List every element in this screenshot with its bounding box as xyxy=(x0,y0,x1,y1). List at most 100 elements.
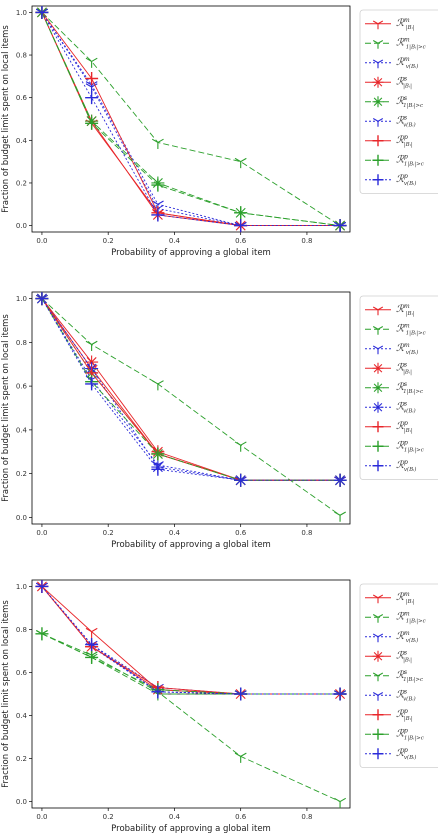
x-tick-label-1-4: 0.8 xyxy=(301,237,312,245)
legend-label-3-1: ℛm 1|Bᵢ|>c xyxy=(396,610,426,624)
legend-label-1-4: ℛs 1|Bᵢ|>c xyxy=(396,95,423,109)
y-tick-label-3-3: 0.6 xyxy=(16,669,28,677)
legend-marker-3-5 xyxy=(372,692,384,701)
series-line-2-1 xyxy=(41,298,341,516)
legend-label-3-5: ℛs v(Bᵢ) xyxy=(396,688,416,702)
plot-frame-2 xyxy=(31,291,351,525)
legend-label-1-3: ℛs |Bᵢ| xyxy=(396,75,412,89)
y-tick-label-2-5: 1.0 xyxy=(16,295,27,303)
x-tick-label-2-1: 0.2 xyxy=(103,529,114,537)
legend-label-2-3: ℛs |Bᵢ| xyxy=(396,361,412,375)
data-point-3-7-0 xyxy=(35,627,49,641)
data-point-3-8-1 xyxy=(85,638,99,652)
series-line-2-7 xyxy=(41,298,341,481)
y-tick-label-2-3: 0.6 xyxy=(16,383,28,391)
legend-marker-1-3 xyxy=(372,76,384,88)
x-tick-label-3-3: 0.6 xyxy=(235,813,247,821)
y-tick-label-2-2: 0.4 xyxy=(16,426,28,434)
series-line-1-8 xyxy=(41,12,341,227)
legend-label-2-1: ℛm 1|Bᵢ|>c xyxy=(396,322,426,336)
legend-marker-3-2 xyxy=(372,633,384,643)
y-tick-label-1-2: 0.4 xyxy=(16,137,28,145)
data-point-2-8-1 xyxy=(85,377,99,391)
legend-marker-2-6 xyxy=(372,421,384,433)
data-point-1-6-1 xyxy=(85,71,99,85)
legend-marker-3-8 xyxy=(372,748,384,760)
legend-label-3-0: ℛm |Bᵢ| xyxy=(396,591,415,605)
data-point-3-7-1 xyxy=(85,650,99,664)
series-line-1-2 xyxy=(41,12,341,227)
legend-marker-3-7 xyxy=(372,728,384,740)
data-point-3-8-4 xyxy=(333,687,347,701)
legend-box-1 xyxy=(359,9,438,194)
y-tick-label-3-2: 0.4 xyxy=(16,712,28,720)
data-point-2-8-3 xyxy=(234,473,248,487)
data-point-1-1-3 xyxy=(234,157,247,169)
x-axis-label-1: Probability of approving a global item xyxy=(111,248,271,258)
y-axis-label-1: Fraction of budget limit spent on local … xyxy=(1,25,11,213)
legend-marker-2-3 xyxy=(372,362,384,374)
legend-label-1-7: ℛp 1|Bᵢ|>c xyxy=(396,153,424,167)
x-axis-label-2: Probability of approving a global item xyxy=(111,540,271,550)
data-point-3-0-1 xyxy=(85,627,98,639)
data-point-1-1-2 xyxy=(151,138,164,149)
series-line-2-0 xyxy=(41,298,341,481)
data-point-1-7-3 xyxy=(234,206,248,220)
legend-label-3-3: ℛs |Bᵢ| xyxy=(396,649,412,663)
legend-label-3-4: ℛs 1|Bᵢ|>c xyxy=(396,669,423,683)
series-line-3-1 xyxy=(41,633,341,802)
data-point-2-7-2 xyxy=(151,447,165,461)
legend-label-3-6: ℛp |Bᵢ| xyxy=(396,708,413,722)
x-tick-label-1-0: 0.0 xyxy=(36,237,47,245)
data-point-1-8-4 xyxy=(333,219,347,233)
series-line-1-4 xyxy=(41,12,341,227)
chart-panel-1: 0.0 0.2 0.4 0.6 0.8 0.0 0.2 0.4 0.6 0.8 1.0 Probabi… xyxy=(1,5,438,258)
y-tick-label-3-1: 0.2 xyxy=(16,755,27,763)
data-point-1-8-0 xyxy=(35,5,49,19)
legend-marker-1-0 xyxy=(372,20,384,30)
y-tick-label-3-5: 1.0 xyxy=(16,583,27,591)
legend-marker-1-1 xyxy=(372,40,384,49)
series-line-2-6 xyxy=(41,298,341,481)
legend-marker-1-4 xyxy=(372,96,384,108)
legend-marker-3-1 xyxy=(372,614,384,623)
series-line-1-0 xyxy=(41,12,341,227)
x-axis-label-3: Probability of approving a global item xyxy=(111,824,271,834)
plot-frame-3 xyxy=(31,579,351,809)
data-point-2-8-2 xyxy=(151,462,165,476)
legend-label-1-0: ℛm |Bᵢ| xyxy=(396,17,415,31)
legend-label-1-1: ℛm 1|Bᵢ|>c xyxy=(396,36,426,50)
data-point-3-8-0 xyxy=(35,579,49,593)
legend-label-3-7: ℛp 1|Bᵢ|>c xyxy=(396,727,424,741)
x-tick-label-2-2: 0.4 xyxy=(169,529,181,537)
x-tick-label-1-2: 0.4 xyxy=(169,237,181,245)
data-point-2-1-3 xyxy=(234,441,247,452)
legend-marker-1-6 xyxy=(372,135,384,147)
y-tick-label-2-0: 0.0 xyxy=(16,514,27,522)
legend-marker-3-0 xyxy=(372,594,384,604)
data-point-3-8-3 xyxy=(234,687,248,701)
plot-frame-1 xyxy=(31,5,351,233)
x-tick-label-2-4: 0.8 xyxy=(301,529,312,537)
series-line-2-3 xyxy=(41,298,341,481)
series-line-1-5 xyxy=(41,12,341,227)
legend-marker-2-5 xyxy=(372,401,384,413)
y-tick-label-1-1: 0.2 xyxy=(16,179,27,187)
x-tick-label-2-0: 0.0 xyxy=(36,529,47,537)
data-point-1-7-2 xyxy=(151,178,165,192)
data-point-3-8-2 xyxy=(151,685,165,699)
series-line-3-4 xyxy=(41,633,341,695)
legend-marker-2-1 xyxy=(372,326,384,335)
x-tick-label-3-0: 0.0 xyxy=(36,813,47,821)
x-tick-label-1-3: 0.6 xyxy=(235,237,247,245)
data-point-1-1-1 xyxy=(85,57,98,68)
legend-marker-2-4 xyxy=(372,382,384,394)
legend-label-1-6: ℛp |Bᵢ| xyxy=(396,134,413,148)
legend-box-3 xyxy=(359,583,438,768)
legend-marker-1-2 xyxy=(372,59,384,69)
data-point-1-8-3 xyxy=(234,219,248,233)
series-line-1-6 xyxy=(41,12,341,227)
data-point-1-8-1 xyxy=(85,91,99,105)
series-line-1-3 xyxy=(41,12,341,227)
data-point-2-1-2 xyxy=(151,380,164,391)
